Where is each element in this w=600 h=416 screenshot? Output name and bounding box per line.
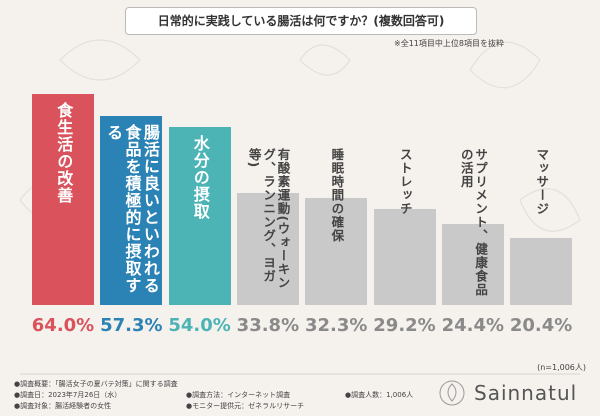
bar <box>373 208 436 305</box>
category-label: マッサージ <box>534 148 550 216</box>
bar <box>236 193 299 305</box>
category-label: サプリメント、健康食品の活用 <box>458 148 489 297</box>
bar <box>168 126 231 305</box>
sample-size: (n=1,006人) <box>537 363 586 372</box>
bar <box>441 224 504 305</box>
bar <box>510 237 573 305</box>
note: ※全11項目中上位8項目を抜粋 <box>394 39 504 48</box>
survey-info: ●調査日：2023年7月26日（水） <box>14 391 122 399</box>
category-label: 食生活の改善 <box>54 101 74 204</box>
brand-name: Sainnatul <box>474 381 578 405</box>
survey-info: ●モニター提供元：ゼネラルリサーチ <box>186 402 305 410</box>
value-label: 20.4% <box>509 315 573 336</box>
bar <box>32 93 94 305</box>
survey-info: ●調査対象：腸活経験者の女性 <box>14 402 112 410</box>
value-label: 33.8% <box>236 315 300 336</box>
value-label: 57.3% <box>100 315 163 336</box>
category-label: 水分の摂取 <box>190 134 210 220</box>
category-label: 有酸素運動(ウォーキング、ランニング、ヨガ等) <box>246 148 291 290</box>
survey-info: ●調査概要：「腸活女子の夏バテ対策」に関する調査 <box>14 380 178 388</box>
value-label: 24.4% <box>441 315 505 336</box>
value-label: 29.2% <box>373 315 436 336</box>
bar <box>305 198 368 305</box>
category-label: 腸活に良いといわれる食品を積極的に摂取する <box>104 123 160 294</box>
value-label: 32.3% <box>304 315 368 336</box>
category-label: ストレッチ <box>397 148 413 216</box>
survey-info: ●調査方法：インターネット調査 <box>186 391 291 399</box>
brand-logo <box>439 380 465 406</box>
chart-title: 日常的に実践している腸活は何ですか？(複数回答可) <box>125 7 477 35</box>
bar <box>100 115 163 305</box>
value-label: 54.0% <box>168 315 231 336</box>
category-label: 睡眠時間の確保 <box>329 148 345 243</box>
value-label: 64.0% <box>31 315 95 336</box>
survey-info: ●調査人数：1,006人 <box>345 391 414 399</box>
